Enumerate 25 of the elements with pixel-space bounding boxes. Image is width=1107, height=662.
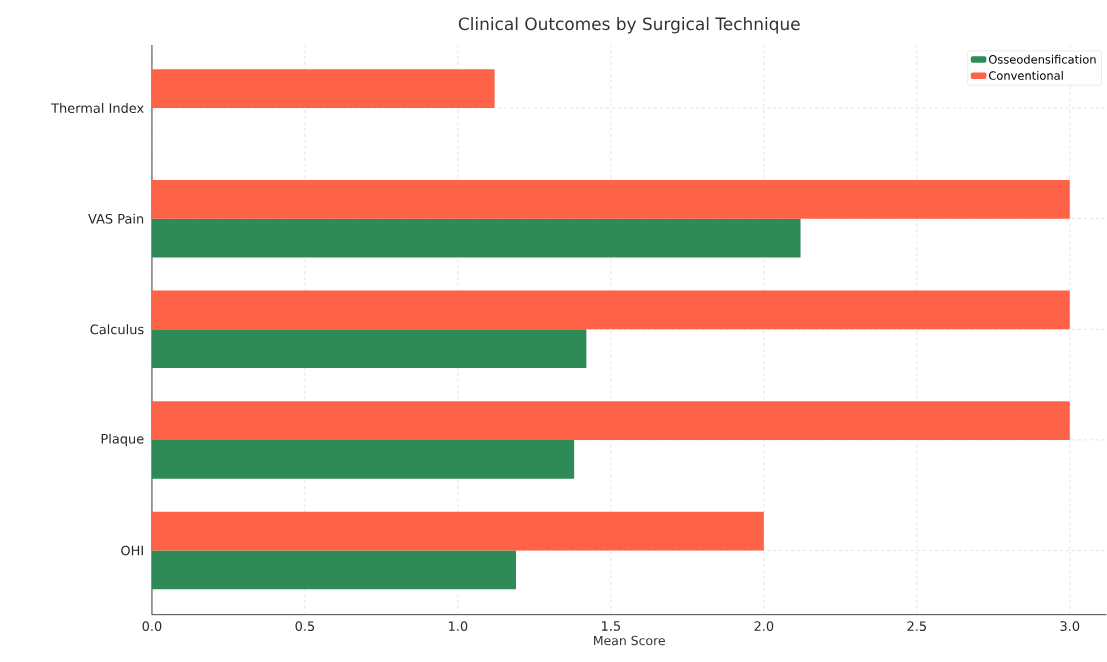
y-tick-label: Calculus <box>90 324 144 335</box>
legend-label: Osseodensification <box>989 55 1096 64</box>
bar <box>151 69 495 109</box>
x-tick-label: 0.5 <box>295 621 315 632</box>
x-tick-label: 2.5 <box>907 621 926 632</box>
chart-title: Clinical Outcomes by Surgical Technique <box>458 17 800 34</box>
y-tick-label: Thermal Index <box>51 103 144 114</box>
y-tick-label: VAS Pain <box>88 213 144 224</box>
bar <box>151 329 587 369</box>
x-tick-label: 1.0 <box>449 621 468 632</box>
bar <box>151 180 1070 219</box>
x-tick-label: 0.0 <box>142 621 162 632</box>
bar <box>151 511 764 551</box>
x-tick-label: 1.5 <box>601 621 621 632</box>
bar <box>151 401 1070 441</box>
bar <box>151 550 517 590</box>
y-tick-label: Plaque <box>101 433 144 447</box>
x-tick-label: 3.0 <box>1060 621 1080 632</box>
legend-label: Conventional <box>989 71 1063 81</box>
x-tick-label: 2.0 <box>754 621 774 632</box>
bar <box>151 440 575 479</box>
y-tick-label: OHI <box>121 545 143 556</box>
bar <box>151 218 801 258</box>
bar <box>151 290 1070 330</box>
x-axis-title: Mean Score <box>594 636 665 646</box>
